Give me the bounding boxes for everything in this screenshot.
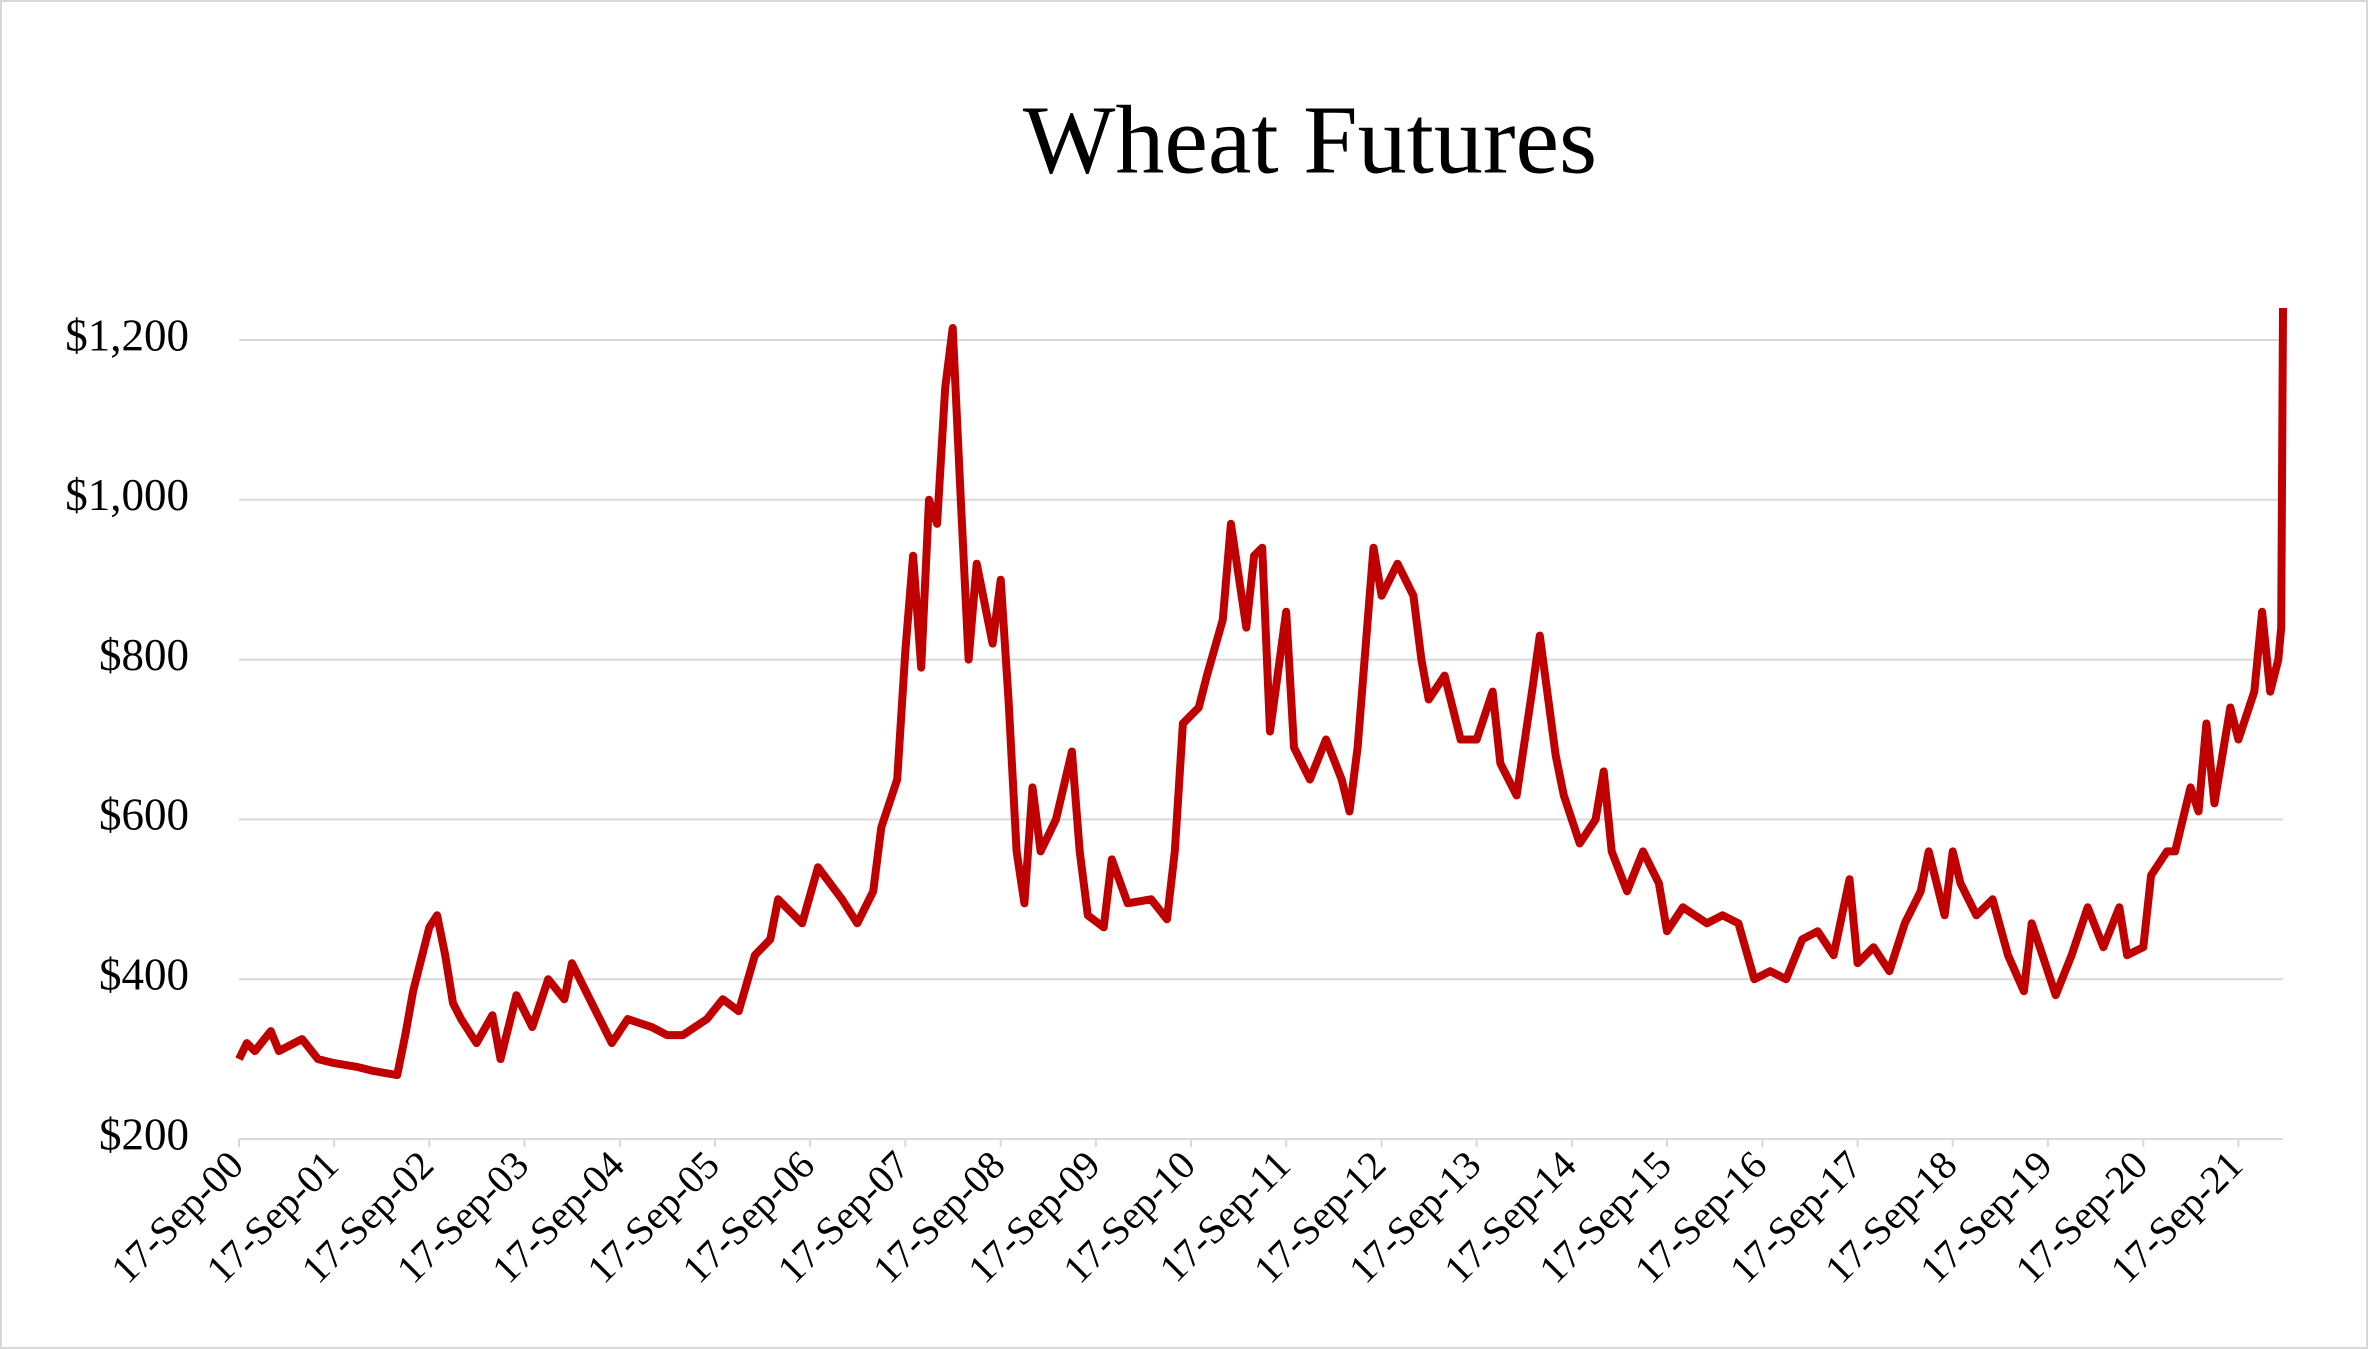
y-tick-label: $200 [99, 1109, 189, 1159]
series-line [235, 307, 2287, 1080]
y-tick-label: $800 [99, 630, 189, 680]
chart-title: Wheat Futures [1023, 86, 1597, 194]
y-tick-label: $1,200 [65, 310, 189, 360]
y-tick-label: $1,000 [65, 470, 189, 520]
y-tick-label: $600 [99, 790, 189, 840]
y-tick-label: $400 [99, 950, 189, 1000]
